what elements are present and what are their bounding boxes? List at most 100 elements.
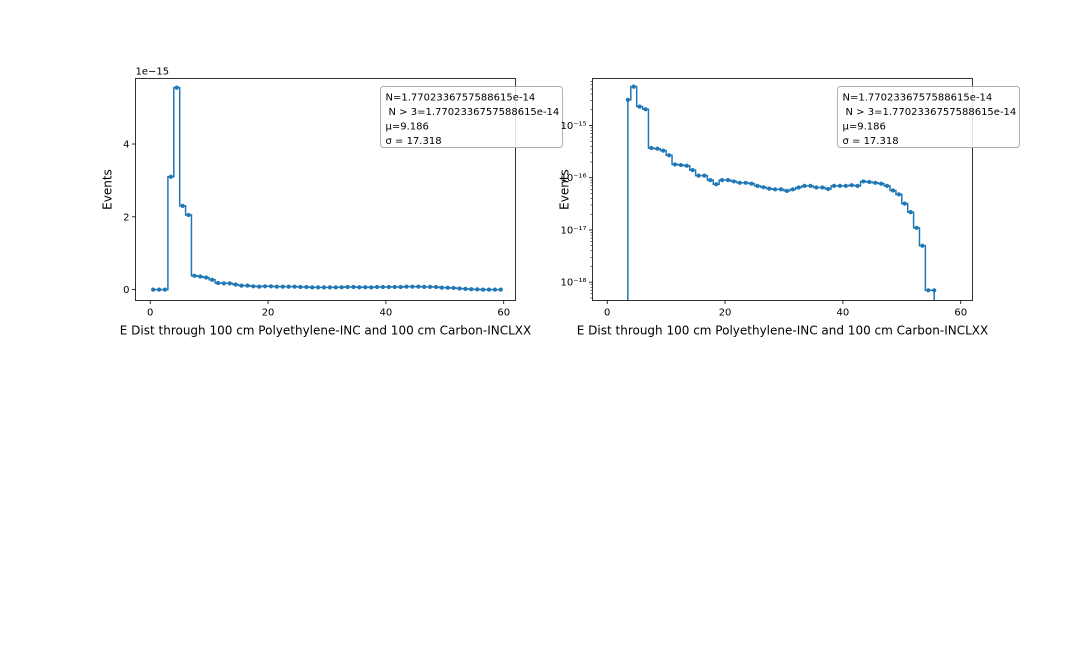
data-point xyxy=(649,145,654,151)
series-group xyxy=(151,85,503,292)
data-point xyxy=(445,285,450,290)
data-point xyxy=(884,183,890,188)
x-axis-label: E Dist through 100 cm Polyethylene-INC a… xyxy=(120,324,531,338)
data-point xyxy=(363,285,368,290)
x-tick-label: 60 xyxy=(954,308,967,319)
data-point xyxy=(749,181,754,186)
y-axis-label: Events xyxy=(558,169,572,210)
data-point xyxy=(192,273,197,278)
data-point xyxy=(849,183,854,188)
y-tick-label: 0 xyxy=(123,285,129,296)
data-point xyxy=(879,181,884,186)
data-point xyxy=(463,286,468,291)
data-point xyxy=(257,284,262,289)
data-point xyxy=(902,201,907,206)
legend-entry: σ = 17.318 xyxy=(843,136,899,147)
data-point xyxy=(737,180,742,185)
data-point xyxy=(625,97,630,102)
data-point xyxy=(861,179,866,184)
data-point xyxy=(345,284,350,290)
data-point xyxy=(380,284,386,290)
y-tick-label: 10⁻¹⁷ xyxy=(560,225,586,236)
legend-entry: σ = 17.318 xyxy=(386,136,442,147)
data-point xyxy=(855,183,860,188)
legend-box xyxy=(380,86,563,148)
data-point xyxy=(808,183,813,188)
data-point xyxy=(778,187,784,192)
legend-entry: N > 3=1.7702336757588615e-14 xyxy=(389,107,560,118)
data-point xyxy=(655,146,660,151)
data-point xyxy=(802,183,807,188)
data-point xyxy=(327,285,333,290)
data-point xyxy=(708,178,713,183)
data-point xyxy=(926,288,931,293)
chart-log: 0 20 40 60 10⁻¹⁸ 10⁻¹⁷ 10⁻¹⁶ 10⁻¹⁵ E Dist throug… xyxy=(558,78,1020,338)
data-point xyxy=(469,287,474,292)
data-point xyxy=(475,287,480,292)
data-point xyxy=(392,284,397,290)
data-point xyxy=(714,182,719,187)
data-point xyxy=(369,285,374,290)
data-point xyxy=(422,284,427,289)
data-point xyxy=(198,274,203,279)
data-point xyxy=(286,284,291,289)
data-point xyxy=(890,188,896,193)
data-point xyxy=(867,179,872,185)
x-tick-label: 0 xyxy=(147,308,153,319)
data-point xyxy=(298,284,303,290)
data-point xyxy=(292,284,297,289)
data-point xyxy=(245,283,250,288)
data-point xyxy=(696,173,701,178)
data-point xyxy=(410,284,415,289)
data-point xyxy=(731,179,736,184)
data-point xyxy=(233,282,238,287)
data-point xyxy=(239,283,244,288)
data-point xyxy=(826,186,831,192)
data-point xyxy=(174,85,179,90)
data-point xyxy=(374,284,380,290)
x-tick-label: 60 xyxy=(497,308,510,319)
data-point xyxy=(820,185,825,190)
x-axis-label: E Dist through 100 cm Polyethylene-INC a… xyxy=(577,324,988,338)
data-point xyxy=(761,185,766,190)
data-point xyxy=(914,225,919,230)
data-point xyxy=(666,153,672,158)
data-point xyxy=(351,284,356,290)
y-offset-label: 1e−15 xyxy=(136,67,170,78)
data-point xyxy=(784,188,790,194)
data-point xyxy=(304,284,309,290)
data-point xyxy=(684,163,689,168)
data-point xyxy=(457,286,462,291)
data-point xyxy=(427,284,433,289)
data-point xyxy=(204,275,209,280)
legend-entry: μ=9.186 xyxy=(843,122,886,133)
legend-entry: N=1.7702336757588615e-14 xyxy=(386,93,536,104)
data-point xyxy=(498,287,503,292)
x-tick-label: 20 xyxy=(262,308,275,319)
data-point xyxy=(643,107,648,112)
x-tick-label: 40 xyxy=(837,308,850,319)
data-point xyxy=(637,104,642,109)
data-point xyxy=(227,281,232,286)
data-point xyxy=(333,285,338,290)
data-point xyxy=(357,285,362,290)
legend-entry: N=1.7702336757588615e-14 xyxy=(843,93,993,104)
data-point xyxy=(221,281,226,286)
x-tick-label: 40 xyxy=(380,308,393,319)
data-point xyxy=(316,285,321,290)
data-point xyxy=(486,287,492,292)
data-point xyxy=(451,285,456,291)
data-point xyxy=(896,192,901,197)
data-point xyxy=(492,287,497,292)
data-point xyxy=(215,280,221,286)
data-point xyxy=(180,203,185,208)
y-tick-label: 10⁻¹⁶ xyxy=(560,173,586,184)
data-point xyxy=(773,187,778,192)
y-tick-label: 4 xyxy=(123,140,129,151)
data-point xyxy=(831,183,837,188)
data-point xyxy=(386,284,391,290)
data-point xyxy=(263,284,268,289)
legend-entry: μ=9.186 xyxy=(386,122,429,133)
data-point xyxy=(837,183,843,188)
data-point xyxy=(186,212,191,218)
